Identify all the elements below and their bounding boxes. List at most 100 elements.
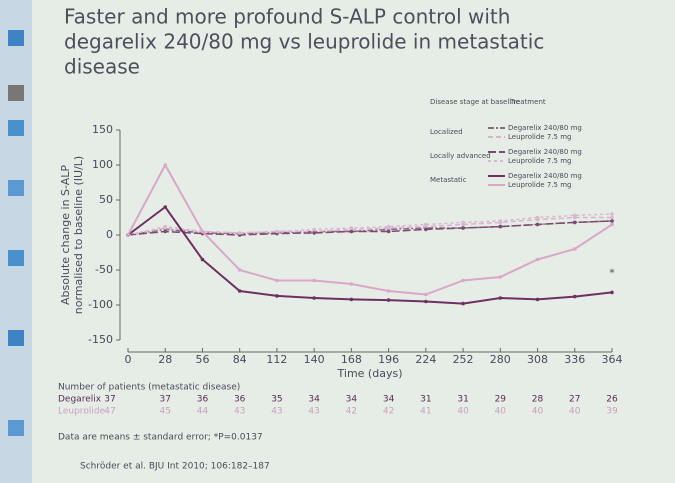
point: [610, 222, 614, 227]
patients-count: 42: [346, 407, 357, 417]
y-tick-label: 150: [92, 123, 113, 136]
x-tick-label: 140: [304, 353, 325, 366]
series-line: [127, 205, 613, 305]
patients-count: 40: [495, 407, 507, 417]
patients-count: 42: [383, 407, 394, 417]
chart-title: degarelix 240/80 mg vs leuprolide in met…: [64, 30, 544, 54]
point: [572, 220, 577, 225]
point: [535, 215, 540, 220]
patients-count: 29: [495, 395, 507, 405]
x-axis-label: Time (days): [337, 367, 403, 380]
patients-count: 31: [420, 395, 431, 405]
patients-count: 34: [346, 395, 358, 405]
patients-count: 43: [271, 407, 282, 417]
point: [312, 227, 316, 232]
legend-label: Degarelix 240/80 mg: [508, 148, 582, 156]
point: [386, 229, 391, 234]
square: [8, 330, 24, 346]
patients-count: 26: [606, 395, 618, 405]
point: [312, 231, 316, 235]
point: [498, 224, 503, 229]
y-axis-label: Absolute change in S-ALP: [59, 165, 72, 305]
strip: [0, 0, 32, 483]
point: [237, 231, 242, 235]
legend-label: Leuprolide 7.5 mg: [508, 181, 571, 189]
patients-count: 40: [457, 407, 469, 417]
point: [312, 278, 316, 283]
patients-count: 44: [197, 407, 209, 417]
square: [8, 120, 24, 136]
patients-title: Number of patients (metastatic disease): [58, 383, 240, 393]
patients-count: 35: [271, 395, 282, 405]
x-tick-label: 252: [453, 353, 474, 366]
point: [610, 219, 614, 223]
patients-count: 36: [234, 395, 246, 405]
point: [498, 296, 503, 300]
point: [610, 215, 614, 220]
series-line: [127, 220, 613, 236]
y-tick-label: 100: [92, 158, 113, 171]
legend-label: Degarelix 240/80 mg: [508, 124, 582, 132]
legend-header: Disease stage at baseline: [430, 98, 520, 106]
patients-count: 41: [420, 407, 431, 417]
y-tick-label: 0: [106, 228, 113, 241]
patients-count: 37: [104, 395, 115, 405]
x-tick-label: 84: [233, 353, 247, 366]
patients-count: 36: [197, 395, 209, 405]
square: [8, 420, 24, 436]
point: [424, 227, 428, 232]
point: [312, 296, 316, 300]
x-tick-label: 0: [125, 353, 132, 366]
point: [349, 297, 354, 302]
citation: Schröder et al. BJU Int 2010; 106:182–18…: [80, 462, 270, 472]
legend-header: Treatment: [509, 98, 546, 106]
legend-label: Leuprolide 7.5 mg: [508, 133, 571, 141]
x-tick-label: 28: [158, 353, 172, 366]
y-tick-label: -150: [88, 333, 113, 346]
x-tick-label: 168: [341, 353, 362, 366]
point: [572, 294, 577, 299]
point: [461, 226, 465, 230]
side-strip: [0, 0, 32, 483]
patients-count: 47: [104, 407, 115, 417]
patients-count: 28: [532, 395, 544, 405]
y-axis-label: normalised to baseline (IU/L): [72, 156, 85, 314]
x-tick-label: 56: [195, 353, 209, 366]
point: [498, 275, 503, 279]
point: [386, 224, 391, 229]
legend-stage: Metastatic: [430, 176, 467, 184]
legend-stage: Localized: [430, 128, 463, 136]
patients-count: 34: [308, 395, 320, 405]
patients-count: 40: [532, 407, 544, 417]
point: [424, 299, 428, 304]
point: [126, 233, 130, 237]
series-line: [127, 162, 613, 296]
point: [275, 278, 279, 283]
patients-count: 27: [569, 395, 580, 405]
patients-count: 37: [160, 395, 171, 405]
point: [610, 212, 614, 216]
y-tick-label: -100: [88, 298, 113, 311]
point: [610, 290, 614, 295]
patients-count: 43: [234, 407, 245, 417]
point: [275, 294, 279, 298]
point: [237, 289, 242, 293]
point: [386, 289, 391, 293]
point: [237, 268, 242, 272]
point: [275, 229, 279, 234]
point: [349, 226, 354, 230]
point: [163, 163, 168, 167]
patients-count: 40: [569, 407, 581, 417]
x-tick-label: 196: [378, 353, 399, 366]
footnote: Data are means ± standard error; *P=0.01…: [58, 433, 263, 443]
x-tick-label: 112: [266, 353, 287, 366]
patients-count: 39: [606, 407, 618, 417]
x-tick-label: 224: [415, 353, 436, 366]
patients-row-label: Leuprolide: [58, 407, 106, 417]
legend-label: Degarelix 240/80 mg: [508, 172, 582, 180]
square: [8, 180, 24, 196]
chart-title: Faster and more profound S-ALP control w…: [64, 5, 510, 29]
x-tick-label: 336: [564, 353, 585, 366]
point: [535, 297, 540, 302]
